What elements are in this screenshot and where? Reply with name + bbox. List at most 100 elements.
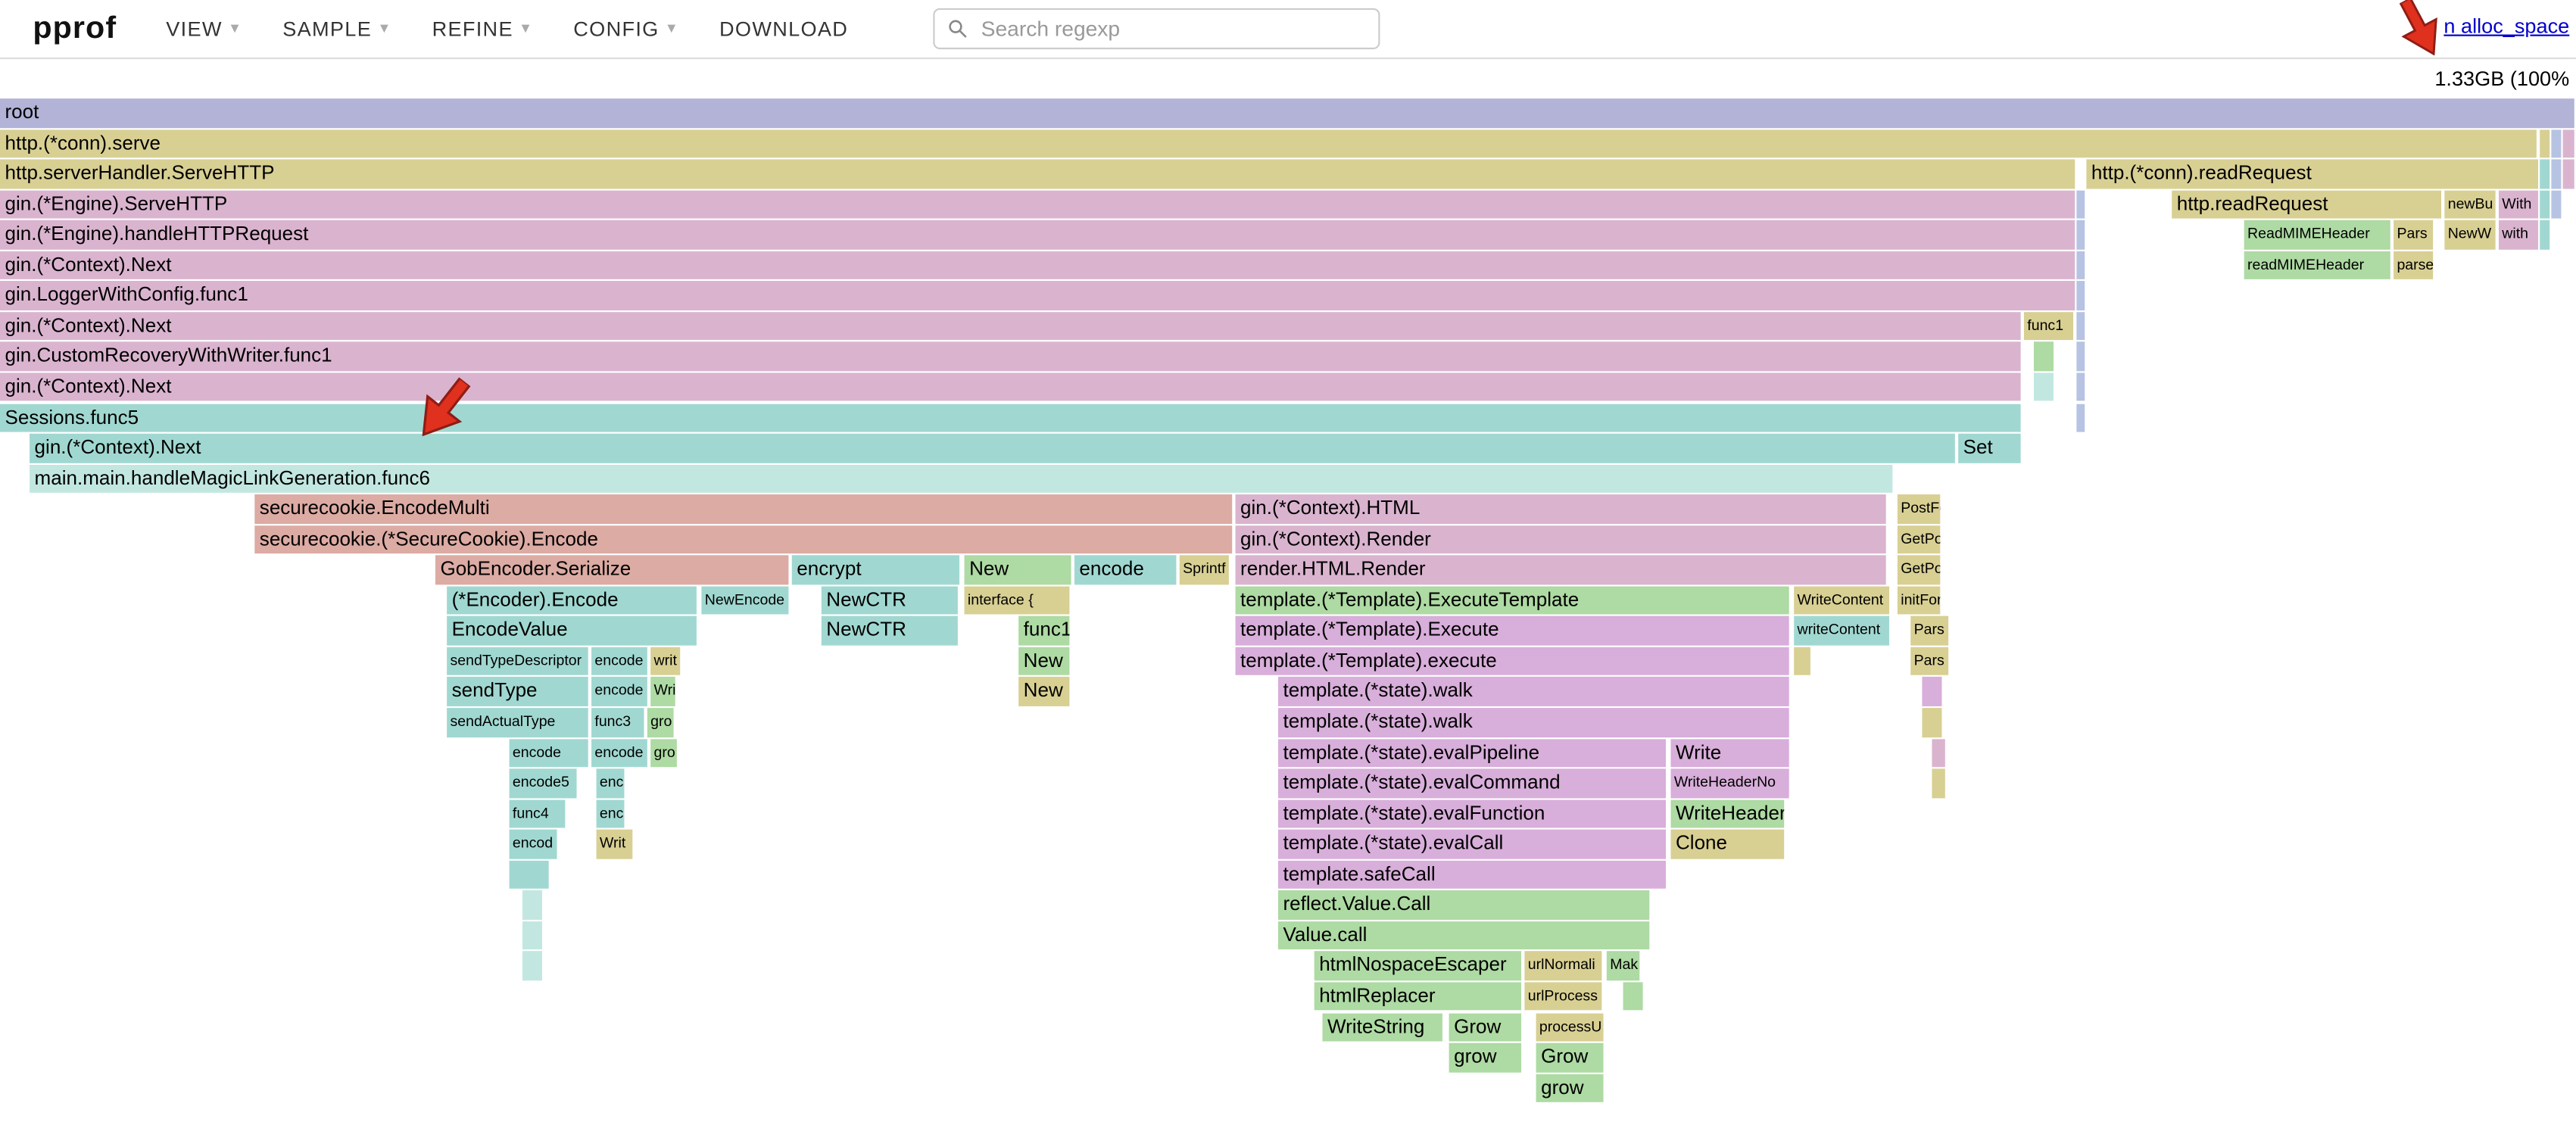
flame-box[interactable]: Write [1670,738,1789,768]
flame-box[interactable] [2551,129,2562,158]
flame-box[interactable]: readMIMEHeader [2244,251,2390,280]
flame-box[interactable]: template.(*state).evalCommand [1277,768,1666,798]
flame-box[interactable]: template.(*Template).Execute [1235,616,1789,646]
flame-box[interactable]: root [0,98,2574,128]
flame-box[interactable] [1794,647,1810,676]
flame-box[interactable]: htmlReplacer [1314,982,1522,1011]
flame-box[interactable]: PostFo [1897,494,1941,524]
flame-box[interactable] [2033,342,2054,372]
flame-box[interactable]: encode5 [509,768,577,798]
flame-box[interactable]: sendTypeDescriptor [447,647,588,676]
flame-box[interactable]: New [1018,647,1070,676]
menu-refine[interactable]: REFINE ▾ [432,17,531,40]
flame-box[interactable]: writeContent [1794,616,1890,646]
flame-box[interactable]: template.(*state).walk [1277,677,1789,706]
flame-box[interactable]: gin.(*Engine).handleHTTPRequest [0,220,2075,250]
flame-box[interactable] [2076,189,2085,219]
flame-box[interactable]: http.serverHandler.ServeHTTP [0,159,2075,189]
flame-box[interactable]: GetPo [1897,525,1941,554]
flame-box[interactable]: gro [650,738,677,768]
flame-box[interactable]: encode [509,738,588,768]
flame-box[interactable]: interface { [964,586,1070,615]
flame-box[interactable]: Grow [1536,1042,1604,1072]
flame-box[interactable]: template.(*state).evalFunction [1277,799,1666,828]
flame-box[interactable]: Sessions.func5 [0,403,2021,432]
flame-box[interactable] [2540,189,2550,219]
flame-box[interactable]: grow [1449,1042,1522,1072]
flame-box[interactable]: http.(*conn).serve [0,129,2537,158]
flame-box[interactable]: ReadMIMEHeader [2244,220,2390,250]
flame-box[interactable]: NewCTR [821,616,958,646]
flame-box[interactable]: Mak [1606,952,1640,981]
sample-type-link[interactable]: n alloc_space [2443,14,2570,38]
flame-box[interactable]: WriteHeaderNo [1670,768,1789,798]
flame-box[interactable] [2540,159,2550,189]
flame-box[interactable] [2562,159,2574,189]
search-box[interactable] [934,8,1381,50]
flame-box[interactable] [522,890,542,920]
flame-box[interactable]: securecookie.(*SecureCookie).Encode [254,525,1233,554]
flame-box[interactable]: encode [591,738,647,768]
flame-box[interactable] [1922,677,1942,706]
flame-box[interactable]: with [2498,220,2539,250]
flame-box[interactable]: Writ [596,830,633,859]
flame-box[interactable]: Set [1958,433,2021,463]
flame-box[interactable]: WriteString [1322,1012,1442,1042]
flame-box[interactable]: htmlNospaceEscaper [1314,952,1522,981]
flame-box[interactable] [2076,342,2085,372]
flame-box[interactable]: urlNormali [1524,952,1602,981]
flame-box[interactable]: gin.(*Context).HTML [1235,494,1886,524]
flame-box[interactable]: reflect.Value.Call [1277,890,1650,920]
flame-box[interactable] [522,952,542,981]
flame-box[interactable] [2540,129,2550,158]
flame-box[interactable]: NewEncode [701,586,789,615]
flame-box[interactable] [2551,159,2562,189]
flame-box[interactable]: encode [591,677,647,706]
flame-box[interactable]: Grow [1449,1012,1522,1042]
flame-box[interactable] [2540,220,2550,250]
flame-box[interactable]: template.(*state).evalPipeline [1277,738,1666,768]
flame-box[interactable]: Pars [2394,220,2434,250]
flame-box[interactable]: processU [1536,1012,1604,1042]
flame-box[interactable]: template.(*state).walk [1277,708,1789,737]
flame-box[interactable]: template.(*Template).execute [1235,647,1789,676]
flame-box[interactable]: Pars [1910,647,1949,676]
flame-box[interactable]: urlProcess [1524,982,1602,1011]
flame-box[interactable]: main.main.handleMagicLinkGeneration.func… [30,464,1893,494]
flame-box[interactable]: gin.(*Context).Next [30,433,1955,463]
flame-box[interactable]: encode [591,647,647,676]
flame-box[interactable] [1932,738,1945,768]
flame-box[interactable]: func1 [2023,311,2074,341]
flame-box[interactable]: sendType [447,677,588,706]
flame-box[interactable]: NewW [2444,220,2496,250]
flame-box[interactable] [2551,189,2562,219]
flame-box[interactable]: gin.(*Engine).ServeHTTP [0,189,2075,219]
flame-box[interactable] [2076,403,2085,432]
flame-box[interactable]: GobEncoder.Serialize [435,555,789,584]
flame-box[interactable]: encode [1074,555,1177,584]
flame-box[interactable] [2562,129,2574,158]
flame-box[interactable]: With [2498,189,2539,219]
flame-box[interactable]: New [964,555,1071,584]
flame-box[interactable]: Wri [650,677,675,706]
flame-box[interactable]: enc [596,768,625,798]
menu-view[interactable]: VIEW ▾ [166,17,240,40]
flame-box[interactable]: securecookie.EncodeMulti [254,494,1233,524]
flame-box[interactable]: enc [596,799,625,828]
flame-box[interactable]: writ [650,647,681,676]
flame-box[interactable]: Clone [1670,830,1785,859]
flame-box[interactable]: http.readRequest [2172,189,2442,219]
flame-box[interactable]: New [1018,677,1070,706]
flame-box[interactable] [2076,281,2085,310]
flame-box[interactable] [2076,372,2085,402]
flame-box[interactable]: Pars [1910,616,1949,646]
flame-box[interactable] [2076,251,2085,280]
flame-box[interactable]: EncodeValue [447,616,697,646]
flame-box[interactable]: func1 [1018,616,1070,646]
flame-box[interactable]: encrypt [791,555,960,584]
flame-box[interactable]: func3 [591,708,644,737]
flame-box[interactable] [2076,311,2085,341]
flame-box[interactable]: initFor [1897,586,1941,615]
flame-box[interactable]: template.(*state).evalCall [1277,830,1666,859]
flame-box[interactable]: GetPo [1897,555,1941,584]
